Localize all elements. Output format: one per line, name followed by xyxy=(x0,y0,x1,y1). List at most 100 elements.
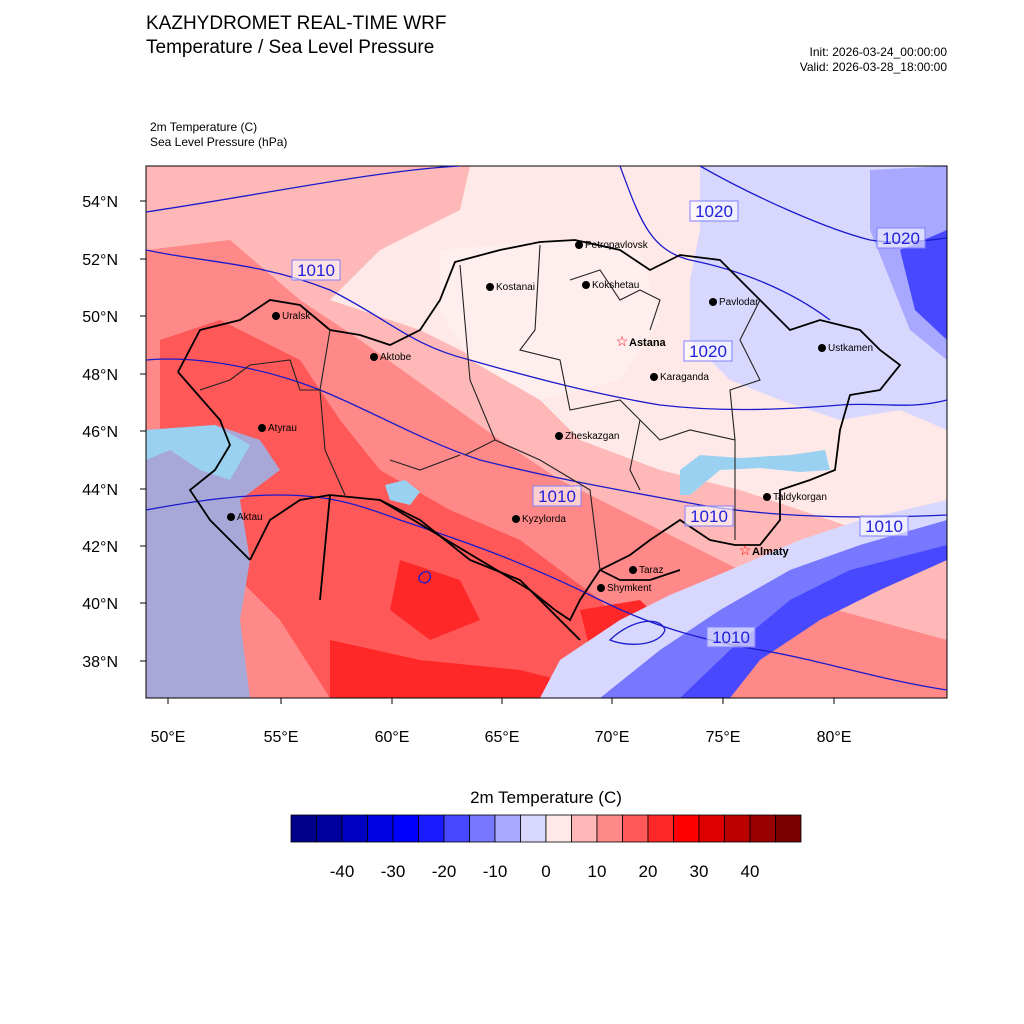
colorbar xyxy=(290,814,802,843)
colorbar-label: 30 xyxy=(690,862,709,881)
lat-label: 38°N xyxy=(82,654,118,671)
svg-text:1010: 1010 xyxy=(865,517,903,536)
city-uralsk: Uralsk xyxy=(272,311,311,322)
colorbar-swatch xyxy=(596,814,623,843)
colorbar-swatch xyxy=(622,814,649,843)
colorbar-swatch xyxy=(443,814,470,843)
isobar-label: 1010 xyxy=(532,485,582,507)
init-time: Init: 2026-03-24_00:00:00 xyxy=(809,45,947,59)
colorbar-swatch xyxy=(341,814,368,843)
svg-text:1010: 1010 xyxy=(297,261,335,280)
city-karaganda: Karaganda xyxy=(650,372,709,383)
colorbar-swatch xyxy=(392,814,419,843)
colorbar-swatch xyxy=(545,814,572,843)
lat-label: 54°N xyxy=(82,194,118,211)
isobar-label: 1010 xyxy=(684,505,734,527)
latitude-axis: 54°N 52°N 50°N 48°N 46°N 44°N 42°N 40°N … xyxy=(82,194,146,671)
svg-text:Zheskazgan: Zheskazgan xyxy=(565,431,619,442)
colorbar-label: 10 xyxy=(588,862,607,881)
colorbar-label: 40 xyxy=(741,862,760,881)
capital-star-icon: ☆ xyxy=(616,333,629,349)
colorbar-label: -10 xyxy=(483,862,508,881)
svg-text:Petropavlovsk: Petropavlovsk xyxy=(585,240,649,251)
svg-text:Pavlodar: Pavlodar xyxy=(719,297,759,308)
city-markers: Petropavlovsk Kostanai Kokshetau Pavloda… xyxy=(227,240,873,594)
valid-time: Valid: 2026-03-28_18:00:00 xyxy=(799,60,947,74)
colorbar-swatch xyxy=(571,814,598,843)
field-label-temperature: 2m Temperature (C) xyxy=(150,120,258,134)
city-almaty: ☆ Almaty xyxy=(739,542,790,558)
colorbar-swatch xyxy=(724,814,751,843)
city-petropavlovsk: Petropavlovsk xyxy=(575,240,649,251)
svg-text:Almaty: Almaty xyxy=(752,546,790,558)
lon-label: 75°E xyxy=(706,729,741,746)
colorbar-swatch xyxy=(290,814,317,843)
page-title: KAZHYDROMET REAL-TIME WRF xyxy=(146,13,447,34)
svg-text:Karaganda: Karaganda xyxy=(660,372,709,383)
svg-text:Kostanai: Kostanai xyxy=(496,282,535,293)
lat-label: 40°N xyxy=(82,596,118,613)
svg-text:Shymkent: Shymkent xyxy=(607,583,652,594)
city-aktau: Aktau xyxy=(227,512,263,523)
city-kostanai: Kostanai xyxy=(486,282,535,293)
colorbar-labels: -40 -30 -20 -10 0 10 20 30 40 xyxy=(330,862,760,881)
lat-label: 50°N xyxy=(82,309,118,326)
city-kokshetau: Kokshetau xyxy=(582,280,639,291)
lon-label: 65°E xyxy=(485,729,520,746)
svg-text:Aktau: Aktau xyxy=(237,512,263,523)
colorbar-swatch xyxy=(647,814,674,843)
svg-text:Ustkamen: Ustkamen xyxy=(828,343,873,354)
isobar-label: 1010 xyxy=(291,259,341,281)
isobar-label: 1020 xyxy=(876,227,926,249)
lat-label: 42°N xyxy=(82,539,118,556)
isobar-label: 1010 xyxy=(706,626,756,648)
city-atyrau: Atyrau xyxy=(258,423,297,434)
svg-text:Kyzylorda: Kyzylorda xyxy=(522,514,566,525)
isobar-label: 1010 xyxy=(859,515,909,537)
colorbar-label: 20 xyxy=(639,862,658,881)
isobar-label: 1020 xyxy=(683,340,733,362)
lon-label: 50°E xyxy=(151,729,186,746)
colorbar-label: 0 xyxy=(541,862,550,881)
capital-star-icon: ☆ xyxy=(739,542,752,558)
svg-text:Atyrau: Atyrau xyxy=(268,423,297,434)
lon-label: 55°E xyxy=(264,729,299,746)
lon-label: 70°E xyxy=(595,729,630,746)
colorbar-swatch xyxy=(367,814,394,843)
lat-label: 46°N xyxy=(82,424,118,441)
colorbar-swatch xyxy=(749,814,776,843)
svg-text:Taraz: Taraz xyxy=(639,565,663,576)
city-taraz: Taraz xyxy=(629,565,663,576)
map-frame xyxy=(145,165,948,699)
city-shymkent: Shymkent xyxy=(597,583,652,594)
colorbar-swatch xyxy=(673,814,700,843)
city-aktobe: Aktobe xyxy=(370,352,412,363)
svg-text:1010: 1010 xyxy=(690,507,728,526)
svg-text:1010: 1010 xyxy=(712,628,750,647)
colorbar-label: -20 xyxy=(432,862,457,881)
lon-label: 60°E xyxy=(375,729,410,746)
city-zheskazgan: Zheskazgan xyxy=(555,431,619,442)
region-borders xyxy=(199,244,761,571)
svg-text:Kokshetau: Kokshetau xyxy=(592,280,639,291)
isobar-label-group: 1020 1020 1010 1020 1010 1010 1010 1010 xyxy=(291,200,926,648)
field-label-pressure: Sea Level Pressure (hPa) xyxy=(150,135,288,149)
city-ustkamen: Ustkamen xyxy=(818,343,873,354)
temperature-field xyxy=(146,166,947,698)
colorbar-swatch xyxy=(494,814,521,843)
city-astana: ☆ Astana xyxy=(616,333,667,349)
city-pavlodar: Pavlodar xyxy=(709,297,759,308)
colorbar-swatch xyxy=(316,814,343,843)
isobar-label: 1020 xyxy=(689,200,739,222)
colorbar-swatch xyxy=(469,814,496,843)
svg-text:1020: 1020 xyxy=(882,229,920,248)
svg-text:Taldykorgan: Taldykorgan xyxy=(773,492,827,503)
svg-text:Aktobe: Aktobe xyxy=(380,352,412,363)
colorbar-swatch xyxy=(698,814,725,843)
country-borders xyxy=(177,239,902,641)
colorbar-title: 2m Temperature (C) xyxy=(470,788,622,807)
city-taldykorgan: Taldykorgan xyxy=(763,492,827,503)
svg-text:Uralsk: Uralsk xyxy=(282,311,311,322)
svg-text:Astana: Astana xyxy=(629,337,667,349)
